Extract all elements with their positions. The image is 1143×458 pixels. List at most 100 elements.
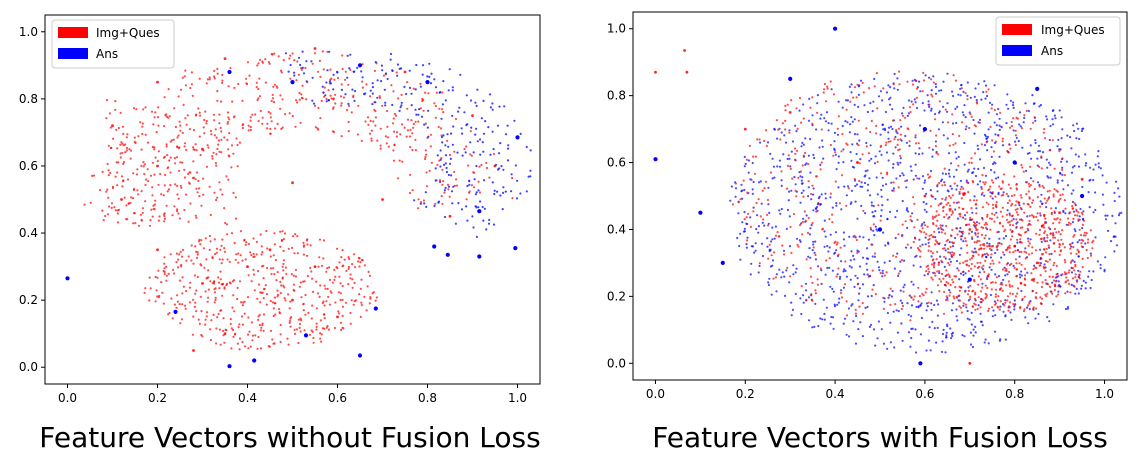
img-ques-point <box>223 247 226 250</box>
img-ques-point <box>789 275 792 278</box>
ans-point <box>865 262 868 265</box>
img-ques-point <box>273 52 276 55</box>
img-ques-point <box>904 116 907 119</box>
img-ques-sample-point <box>336 315 339 319</box>
img-ques-point <box>917 286 920 289</box>
ans-point <box>835 168 838 171</box>
ans-point <box>857 250 860 253</box>
ans-point <box>895 177 898 180</box>
ans-point <box>948 289 951 292</box>
ans-point <box>1057 280 1060 283</box>
ans-point <box>348 67 351 70</box>
img-ques-point <box>1048 275 1051 278</box>
ans-point <box>470 126 473 129</box>
ans-point <box>1082 279 1085 282</box>
ans-point <box>788 190 791 193</box>
ans-point <box>941 121 945 124</box>
img-ques-point <box>979 300 982 304</box>
img-ques-point <box>897 233 900 236</box>
ans-point <box>332 73 335 76</box>
ans-point <box>482 99 485 102</box>
ans-point <box>1080 129 1083 133</box>
ans-point <box>899 289 902 292</box>
ans-point <box>872 328 876 331</box>
img-ques-point <box>142 161 145 164</box>
img-ques-point <box>333 78 336 81</box>
ans-point <box>1087 275 1090 278</box>
ans-point <box>910 100 913 103</box>
img-ques-point <box>967 191 970 194</box>
ans-point <box>801 182 804 185</box>
ans-point <box>836 303 839 306</box>
ans-point <box>1075 122 1078 125</box>
img-ques-point <box>311 304 314 307</box>
img-ques-point <box>1015 183 1018 186</box>
img-ques-point <box>356 133 359 136</box>
img-ques-point <box>1016 292 1019 295</box>
img-ques-point <box>832 93 836 96</box>
ans-point <box>950 187 953 190</box>
img-ques-point <box>256 297 259 300</box>
img-ques-point <box>306 238 309 241</box>
img-ques-point <box>180 186 183 189</box>
ans-point <box>1088 270 1091 273</box>
img-ques-point <box>184 117 187 120</box>
img-ques-point <box>244 258 247 261</box>
img-ques-point <box>107 169 110 172</box>
img-ques-point <box>807 216 810 220</box>
ans-point <box>489 93 492 96</box>
img-ques-point <box>958 299 962 302</box>
img-ques-point <box>943 184 947 187</box>
img-ques-point <box>323 86 326 89</box>
img-ques-point <box>204 110 207 113</box>
img-ques-point <box>320 340 323 343</box>
img-ques-point <box>344 70 347 73</box>
img-ques-point <box>1083 231 1086 234</box>
img-ques-point <box>1053 250 1056 253</box>
img-ques-point <box>1017 202 1020 205</box>
ans-point <box>869 102 872 105</box>
ans-point <box>896 161 899 164</box>
img-ques-point <box>1014 258 1018 261</box>
img-ques-point <box>984 234 987 237</box>
img-ques-point <box>861 302 864 305</box>
img-ques-point <box>1061 273 1064 276</box>
ans-point <box>356 66 359 69</box>
img-ques-point <box>1058 221 1061 224</box>
ans-point <box>951 90 954 93</box>
ans-point <box>525 145 528 149</box>
ans-point <box>942 328 945 331</box>
ans-point <box>989 168 993 172</box>
img-ques-point <box>1076 280 1079 283</box>
img-ques-point <box>959 286 962 289</box>
img-ques-point <box>1008 301 1012 304</box>
img-ques-point <box>1009 223 1012 227</box>
img-ques-point <box>1028 214 1031 217</box>
ans-point <box>1073 129 1076 133</box>
img-ques-point <box>1025 109 1028 112</box>
img-ques-point <box>934 274 937 277</box>
left-xtick-label-4: 0.8 <box>418 391 437 405</box>
ans-point <box>925 302 929 305</box>
img-ques-point <box>392 159 396 162</box>
img-ques-point <box>901 114 905 117</box>
img-ques-point <box>1075 208 1078 211</box>
img-ques-point <box>897 138 900 141</box>
ans-point <box>1052 109 1055 112</box>
ans-point <box>857 93 861 96</box>
img-ques-point <box>267 345 270 348</box>
ans-point <box>889 96 892 99</box>
img-ques-point <box>944 284 948 287</box>
img-ques-point <box>179 129 182 132</box>
ans-point <box>751 161 754 165</box>
img-ques-point <box>390 84 393 87</box>
img-ques-point <box>983 183 986 186</box>
ans-sample-point <box>1012 160 1017 165</box>
ans-point <box>871 211 874 214</box>
img-ques-point <box>149 287 152 290</box>
ans-point <box>873 255 877 258</box>
ans-point <box>441 103 444 106</box>
img-ques-point <box>1050 207 1053 210</box>
img-ques-point <box>154 199 157 202</box>
img-ques-point <box>936 183 939 186</box>
